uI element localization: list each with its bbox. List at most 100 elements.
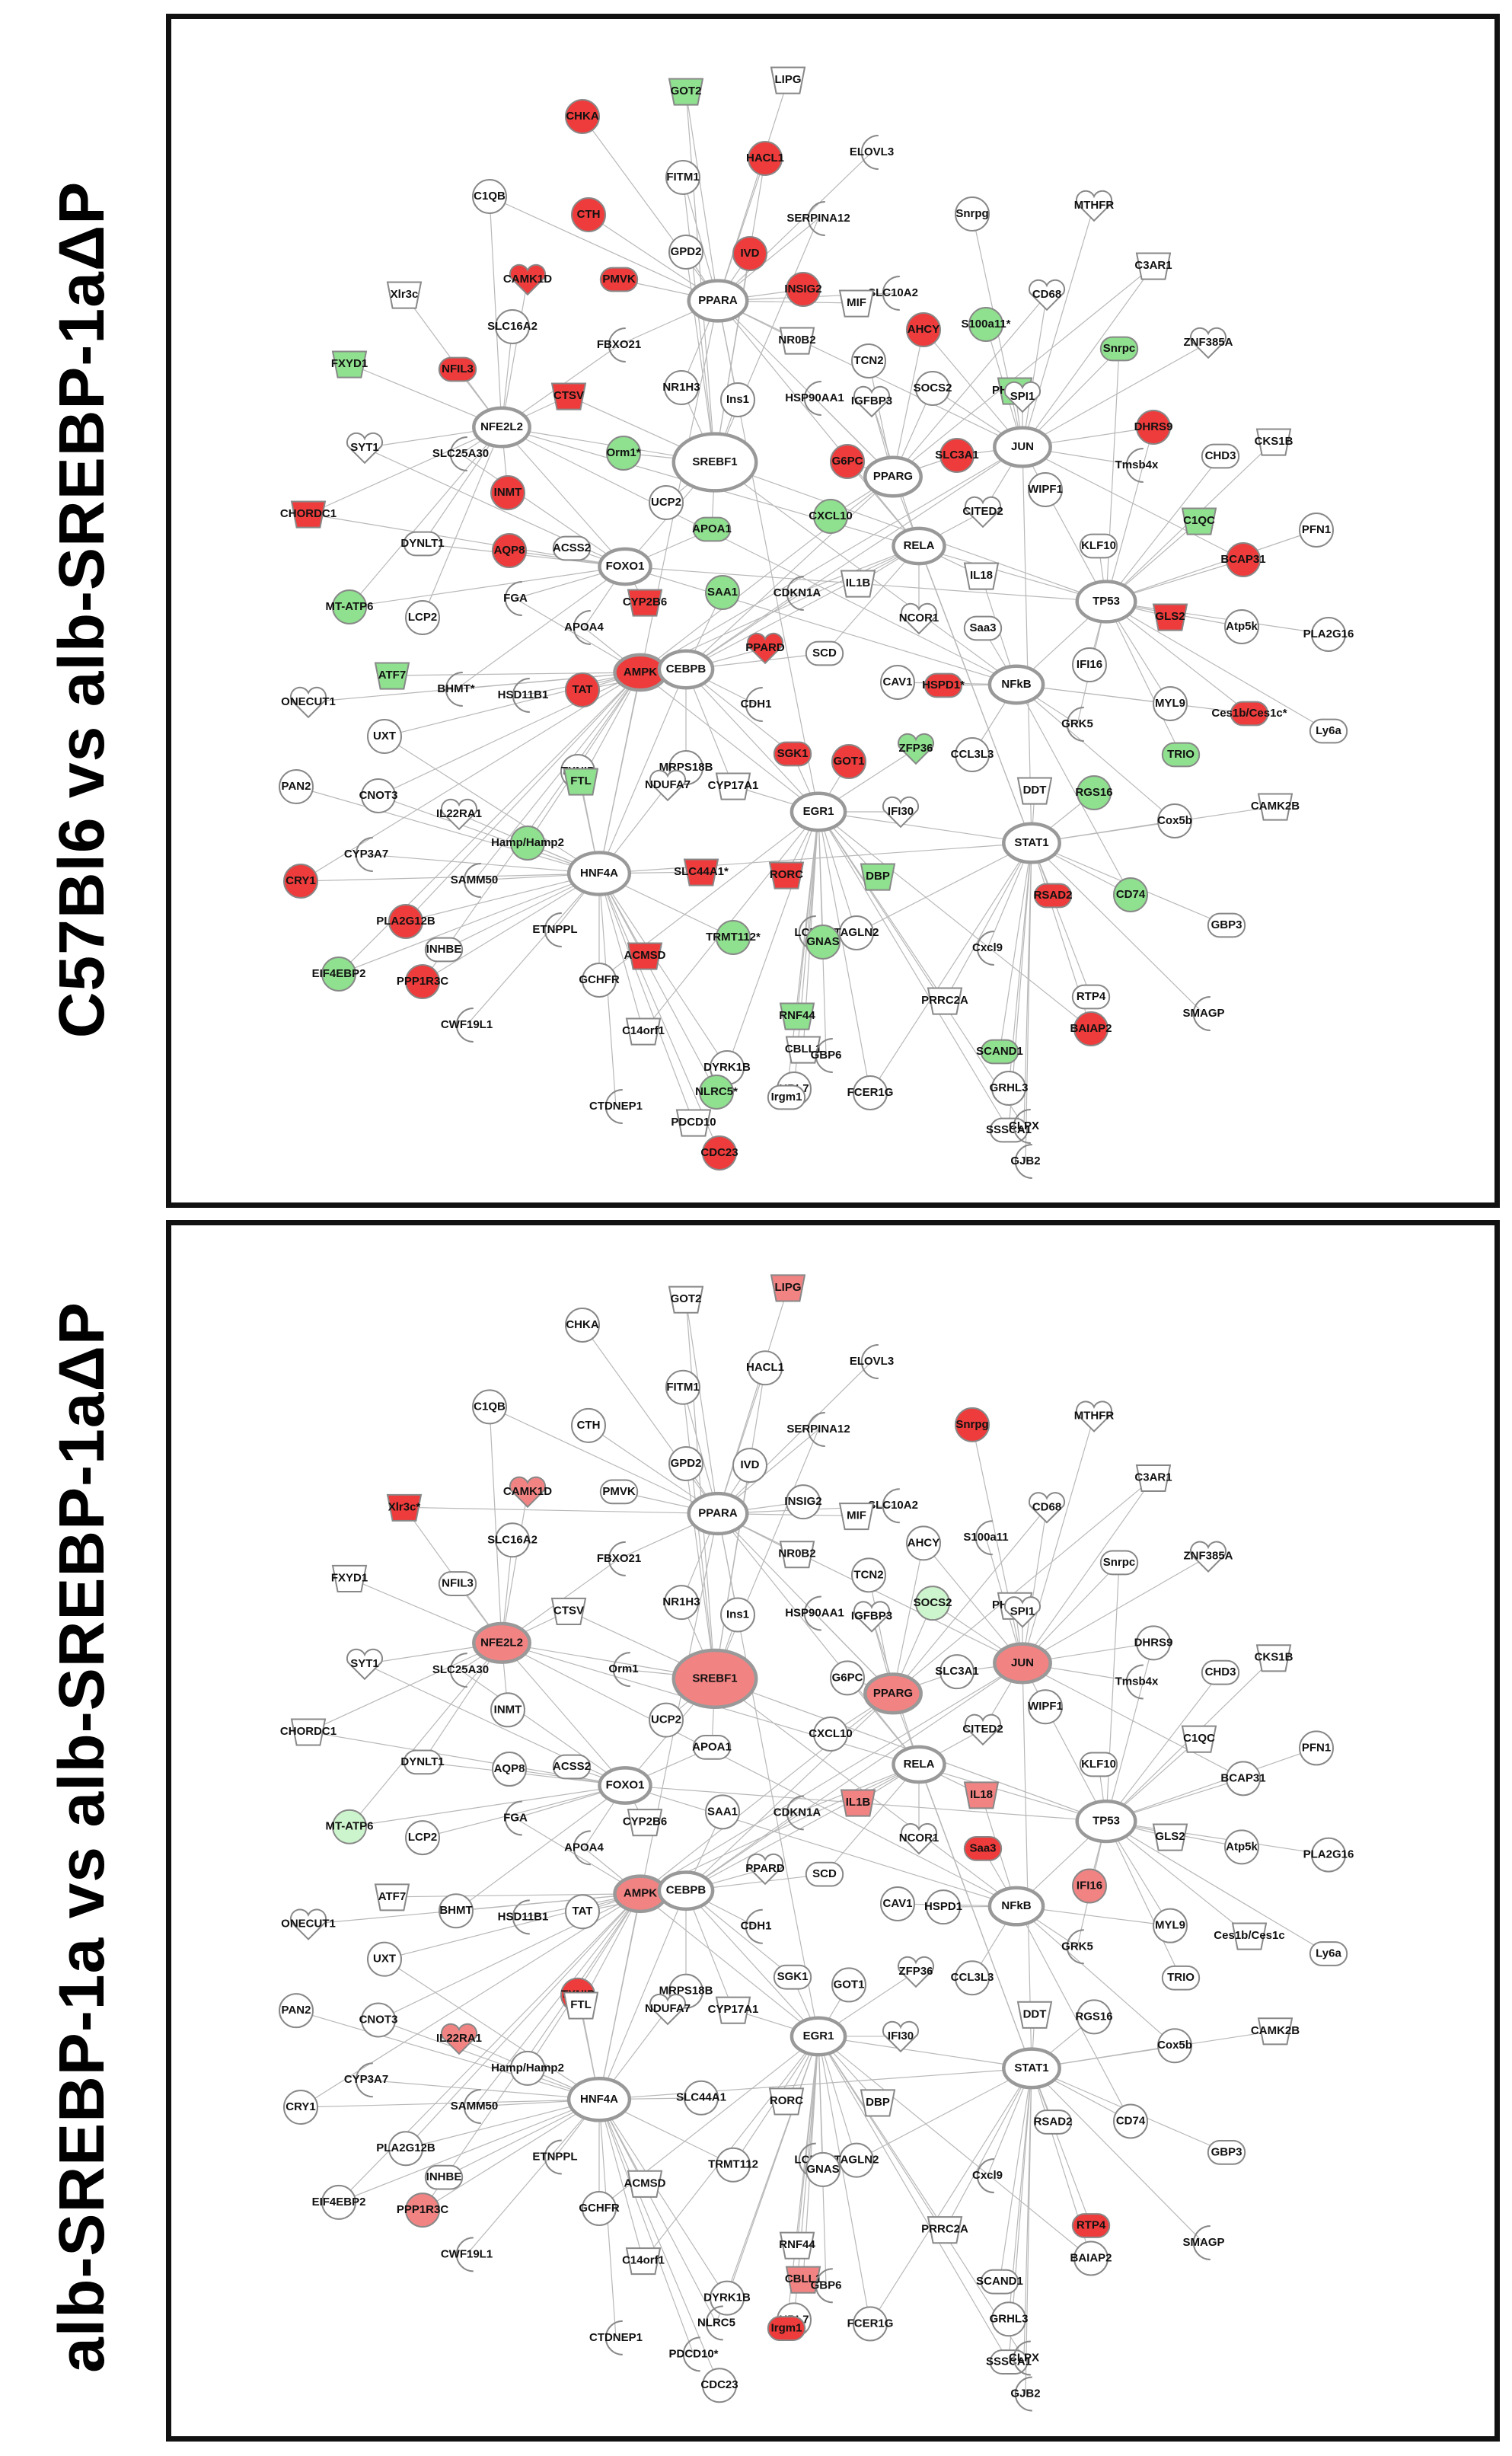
gene-node-cry1[interactable]: CRY1 bbox=[283, 864, 318, 899]
gene-node-fbxo21[interactable]: FBXO21 bbox=[597, 1541, 641, 1576]
gene-node-cwf19l1[interactable]: CWF19L1 bbox=[441, 2237, 493, 2272]
gene-node-dynlt1[interactable]: DYNLT1 bbox=[400, 1749, 445, 1775]
gene-node-rorc[interactable]: RORC bbox=[768, 2087, 805, 2116]
gene-node-fcer1g[interactable]: FCER1G bbox=[847, 2306, 894, 2342]
gene-node-hacl1[interactable]: HACL1 bbox=[746, 141, 784, 176]
gene-node-ccl3l3[interactable]: CCL3L3 bbox=[951, 1960, 994, 1996]
gene-node-slc10a2[interactable]: SLC10A2 bbox=[868, 1488, 918, 1524]
gene-node-bcap31[interactable]: BCAP31 bbox=[1220, 1761, 1266, 1796]
gene-node-ifi30[interactable]: IFI30 bbox=[882, 796, 920, 829]
gene-node-ftl[interactable]: FTL bbox=[563, 768, 599, 796]
gene-node-fitm1[interactable]: FITM1 bbox=[665, 160, 700, 195]
gene-node-aqp8[interactable]: AQP8 bbox=[492, 533, 527, 568]
gene-node-ucp2[interactable]: UCP2 bbox=[649, 485, 684, 520]
gene-node-ctsv[interactable]: CTSV bbox=[550, 1597, 587, 1625]
gene-node-scd[interactable]: SCD bbox=[805, 640, 844, 666]
gene-node-chordc1[interactable]: CHORDC1 bbox=[280, 1718, 337, 1746]
gene-node-socs2[interactable]: SOCS2 bbox=[914, 1586, 952, 1621]
gene-node-got1[interactable]: GOT1 bbox=[831, 1967, 866, 2003]
gene-node-dbp[interactable]: DBP bbox=[860, 863, 896, 891]
gene-node-hspd1[interactable]: HSPD1 bbox=[924, 1889, 962, 1925]
gene-node-il22ra1[interactable]: IL22RA1 bbox=[436, 2023, 482, 2055]
gene-node-srebf1[interactable]: SREBF1 bbox=[671, 432, 758, 493]
gene-node-ahcy[interactable]: AHCY bbox=[906, 312, 941, 347]
gene-node-uxt[interactable]: UXT bbox=[367, 1941, 402, 1977]
gene-node-lcp2[interactable]: LCP2 bbox=[405, 1820, 440, 1856]
gene-node-myl9[interactable]: MYL9 bbox=[1153, 686, 1188, 721]
gene-node-cyp3a7[interactable]: CYP3A7 bbox=[344, 837, 388, 872]
gene-node-cbll1[interactable]: CBLL1 bbox=[785, 1036, 821, 1064]
gene-node-wipf1[interactable]: WIPF1 bbox=[1028, 1689, 1063, 1725]
gene-node-g6pc[interactable]: G6PC bbox=[830, 1660, 865, 1696]
gene-node-ifi30[interactable]: IFI30 bbox=[882, 2020, 920, 2053]
gene-node-cxcl10[interactable]: CXCL10 bbox=[809, 499, 853, 534]
gene-node-tp53[interactable]: TP53 bbox=[1075, 580, 1137, 624]
gene-node-ly6a[interactable]: Ly6a bbox=[1309, 718, 1348, 744]
gene-node-snrpg[interactable]: Snrpg bbox=[955, 1407, 990, 1442]
gene-node-tagln2[interactable]: TAGLN2 bbox=[834, 2142, 879, 2178]
gene-node-onecut1[interactable]: ONECUT1 bbox=[281, 1908, 336, 1940]
gene-node-hnf4a[interactable]: HNF4A bbox=[566, 851, 632, 896]
gene-node-cox5b[interactable]: Cox5b bbox=[1157, 803, 1192, 838]
gene-node-gpd2[interactable]: GPD2 bbox=[668, 235, 703, 270]
gene-node-gnas[interactable]: GNAS bbox=[805, 925, 841, 960]
gene-node-nr0b2[interactable]: NR0B2 bbox=[778, 1541, 816, 1569]
gene-node-cdh1[interactable]: CDH1 bbox=[741, 1908, 772, 1944]
gene-node-hamp-hamp2[interactable]: Hamp/Hamp2 bbox=[491, 2050, 564, 2086]
gene-node-il18[interactable]: IL18 bbox=[963, 562, 1000, 590]
gene-node-bhmt[interactable]: BHMT* bbox=[437, 672, 475, 707]
gene-node-ctdnep1[interactable]: CTDNEP1 bbox=[589, 2320, 643, 2355]
gene-node-lcp2[interactable]: LCP2 bbox=[405, 600, 440, 635]
gene-node-cry1[interactable]: CRY1 bbox=[283, 2090, 318, 2125]
gene-node-tmsb4x[interactable]: Tmsb4x bbox=[1115, 1664, 1159, 1700]
gene-node-orm1[interactable]: Orm1* bbox=[606, 436, 641, 471]
gene-node-bcap31[interactable]: BCAP31 bbox=[1220, 542, 1266, 577]
gene-node-slc44a1[interactable]: SLC44A1* bbox=[674, 858, 729, 886]
gene-node-cd68[interactable]: CD68 bbox=[1028, 279, 1066, 311]
gene-node-dyrk1b[interactable]: DYRK1B bbox=[703, 2280, 751, 2316]
gene-node-rorc[interactable]: RORC bbox=[768, 861, 805, 889]
gene-node-pmvk[interactable]: PMVK bbox=[599, 267, 639, 292]
gene-node-inmt[interactable]: INMT bbox=[490, 475, 525, 510]
gene-node-nfil3[interactable]: NFIL3 bbox=[438, 356, 477, 382]
gene-node-acmsd[interactable]: ACMSD bbox=[624, 942, 666, 970]
gene-node-mif[interactable]: MIF bbox=[838, 1503, 875, 1531]
gene-node-g6pc[interactable]: G6PC bbox=[830, 444, 865, 479]
gene-node-fbxo21[interactable]: FBXO21 bbox=[597, 327, 641, 362]
gene-node-trio[interactable]: TRIO bbox=[1161, 742, 1201, 768]
gene-node-ppara[interactable]: PPARA bbox=[687, 279, 749, 323]
gene-node-syt1[interactable]: SYT1 bbox=[346, 1648, 384, 1681]
gene-node-rnf44[interactable]: RNF44 bbox=[779, 1002, 815, 1030]
gene-node-foxo1[interactable]: FOXO1 bbox=[598, 547, 652, 586]
gene-node-rela[interactable]: RELA bbox=[892, 1745, 946, 1784]
gene-node-slc25a30[interactable]: SLC25A30 bbox=[432, 1653, 489, 1688]
gene-node-nfe2l2[interactable]: NFE2L2 bbox=[472, 1621, 531, 1664]
gene-node-samm50[interactable]: SAMM50 bbox=[451, 2089, 499, 2125]
gene-node-apoa4[interactable]: APOA4 bbox=[564, 610, 604, 645]
gene-node-elovl3[interactable]: ELOVL3 bbox=[850, 135, 894, 170]
gene-node-gjb2[interactable]: GJB2 bbox=[1010, 1144, 1041, 1179]
gene-node-uxt[interactable]: UXT bbox=[367, 719, 402, 754]
gene-node-ppp1r3c[interactable]: PPP1R3C bbox=[397, 2193, 449, 2228]
gene-node-tp53[interactable]: TP53 bbox=[1075, 1799, 1137, 1844]
gene-node-jun[interactable]: JUN bbox=[993, 426, 1052, 468]
gene-node-xlr3c[interactable]: Xlr3c* bbox=[386, 1493, 423, 1522]
gene-node-zfp36[interactable]: ZFP36 bbox=[897, 733, 935, 765]
gene-node-fga[interactable]: FGA bbox=[503, 1800, 528, 1836]
gene-node-tagln2[interactable]: TAGLN2 bbox=[834, 915, 879, 950]
gene-node-ppp1r3c[interactable]: PPP1R3C bbox=[397, 964, 449, 999]
gene-node-nlrc5[interactable]: NLRC5 bbox=[697, 2305, 735, 2341]
gene-node-snrpc[interactable]: Snrpc bbox=[1099, 336, 1139, 362]
gene-node-cwf19l1[interactable]: CWF19L1 bbox=[441, 1008, 493, 1043]
gene-node-saa1[interactable]: SAA1 bbox=[705, 1794, 740, 1830]
gene-node-fcer1g[interactable]: FCER1G bbox=[847, 1075, 894, 1110]
gene-node-cxcl9[interactable]: Cxcl9 bbox=[972, 931, 1003, 966]
gene-node-smagp[interactable]: SMAGP bbox=[1182, 2225, 1225, 2261]
gene-node-lipg[interactable]: LIPG bbox=[770, 1274, 806, 1302]
gene-node-camk2b[interactable]: CAMK2B bbox=[1251, 793, 1300, 821]
gene-node-baiap2[interactable]: BAIAP2 bbox=[1070, 2240, 1112, 2276]
gene-node-cav1[interactable]: CAV1 bbox=[880, 665, 915, 700]
gene-node-nlrc5[interactable]: NLRC5* bbox=[695, 1075, 738, 1110]
gene-node-cyp2b6[interactable]: CYP2B6 bbox=[623, 589, 667, 617]
gene-node-hsd11b1[interactable]: HSD11B1 bbox=[498, 678, 549, 713]
